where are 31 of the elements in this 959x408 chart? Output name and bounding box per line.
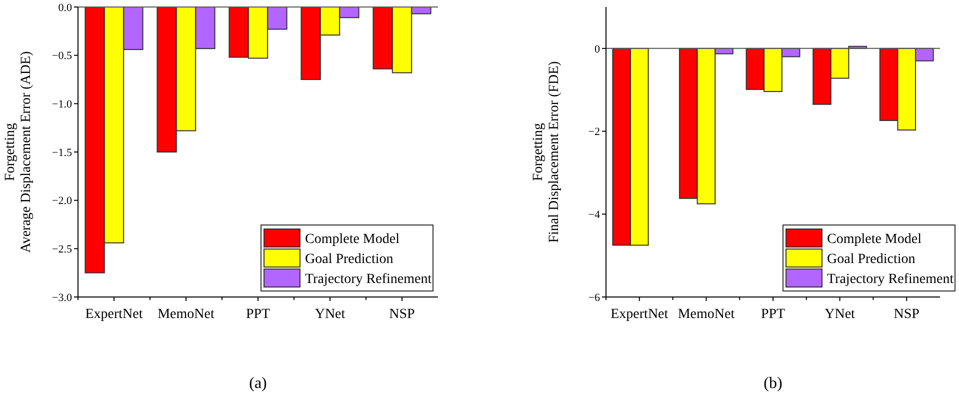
y-tick-label: −6 <box>588 292 600 304</box>
x-tick-label: PPT <box>760 307 786 322</box>
x-tick-label: ExpertNet <box>85 307 143 322</box>
y-tick-label: −1.0 <box>52 98 72 111</box>
x-tick-label: NSP <box>389 307 416 322</box>
y-tick-label: 0 <box>594 43 600 56</box>
y-tick-label: −2.5 <box>52 244 72 256</box>
legend-label: Complete Model <box>827 232 922 247</box>
y-tick-label: −4 <box>588 208 600 221</box>
legend-label: Trajectory Refinement <box>305 272 432 287</box>
y-axis-title: Forgetting Final Displacement Error (FDE) <box>531 60 562 243</box>
y-tick-label: −2.0 <box>52 195 72 208</box>
text: (a) <box>249 375 267 392</box>
x-tick-label: YNet <box>824 307 856 322</box>
x-tick-label: MemoNet <box>158 307 214 322</box>
y-tick-label: −2 <box>588 126 600 138</box>
y-tick-label: −1.5 <box>52 146 72 159</box>
legend-label: Goal Prediction <box>305 252 394 267</box>
x-tick-label: YNet <box>314 307 346 322</box>
y-axis-title: Forgetting Average Displacement Error (ADE) <box>3 50 34 253</box>
legend-label: Goal Prediction <box>827 252 916 267</box>
x-tick-label: NSP <box>894 307 920 322</box>
y-tick-label: 0.0 <box>58 2 72 14</box>
y-tick-label: −0.5 <box>52 50 72 62</box>
y-tick-label: −3.0 <box>52 292 72 304</box>
text: (b) <box>764 375 782 392</box>
legend-label: Trajectory Refinement <box>827 272 954 287</box>
legend-label: Complete Model <box>305 232 400 247</box>
x-tick-label: MemoNet <box>678 307 735 322</box>
x-tick-label: ExpertNet <box>610 307 668 322</box>
x-tick-label: PPT <box>246 307 271 322</box>
